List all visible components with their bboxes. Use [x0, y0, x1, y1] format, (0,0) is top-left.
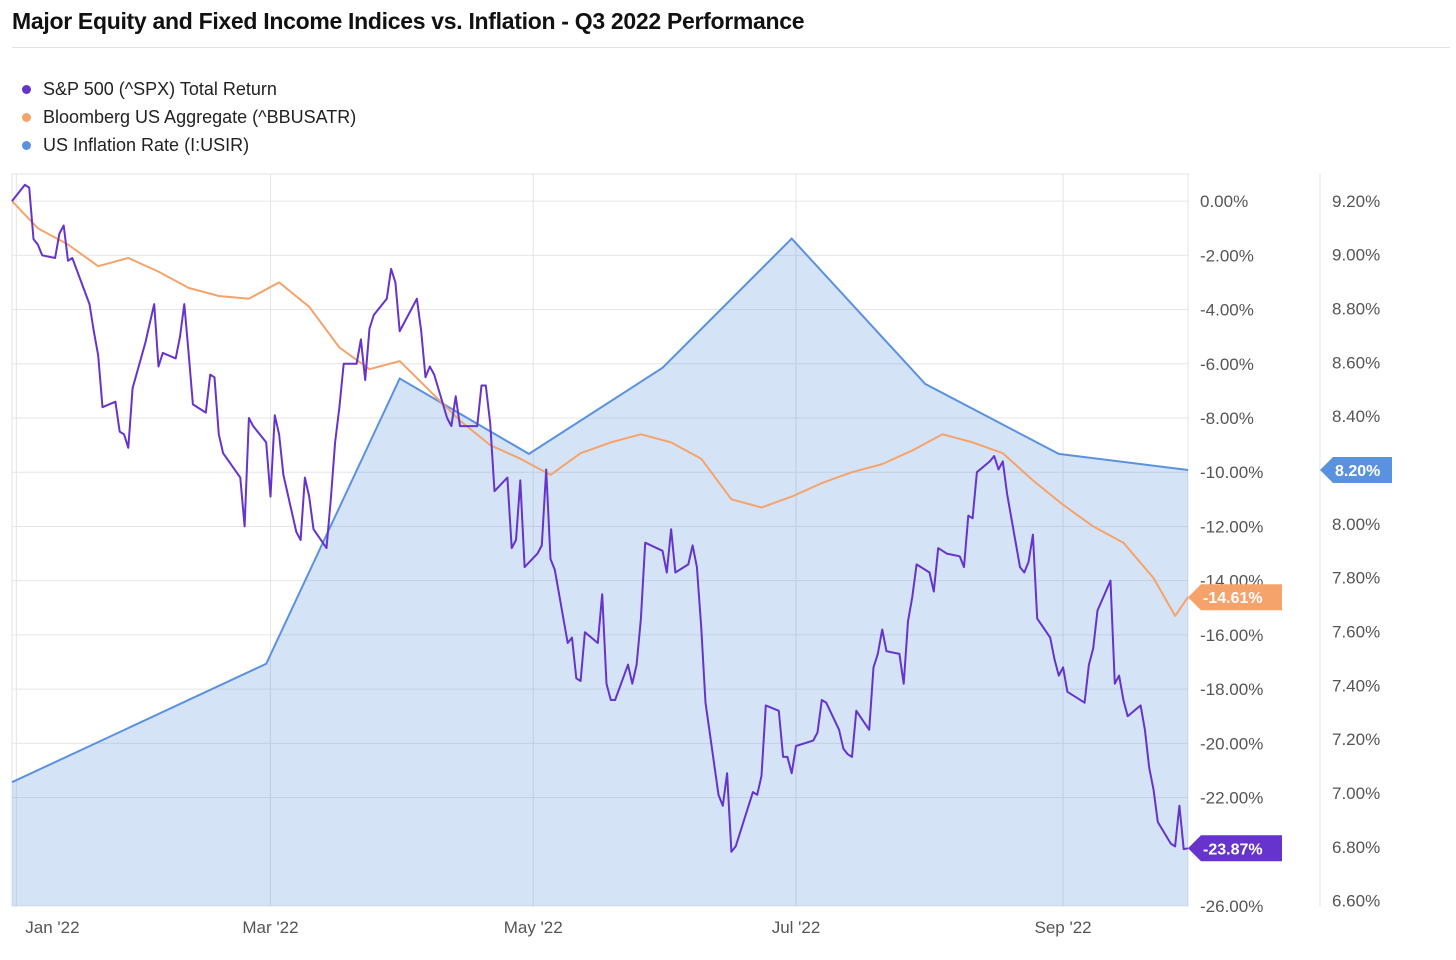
bbusatr-end-badge: -14.61% — [1188, 584, 1282, 611]
bbusatr-end-badge-text: -14.61% — [1203, 590, 1263, 607]
x-axis-tick-label: Mar '22 — [242, 918, 298, 937]
legend-item-usir[interactable]: US Inflation Rate (I:USIR) — [22, 131, 356, 159]
right-axis-tick-label: 7.00% — [1332, 784, 1380, 803]
legend-label-usir: US Inflation Rate (I:USIR) — [43, 134, 250, 155]
legend-dot-spx — [22, 84, 31, 94]
left-axis-tick-label: -26.00% — [1200, 897, 1263, 916]
right-axis-tick-label: 7.20% — [1332, 730, 1380, 749]
left-axis-tick-label: -22.00% — [1200, 789, 1263, 808]
legend-item-spx[interactable]: S&P 500 (^SPX) Total Return — [22, 75, 356, 103]
title-divider — [12, 47, 1450, 48]
spx-line — [11, 183, 1189, 853]
left-axis-tick-label: -6.00% — [1200, 355, 1254, 374]
spx-end-badge: -23.87% — [1188, 835, 1282, 862]
left-axis-tick-label: -18.00% — [1200, 680, 1263, 699]
right-axis-tick-label: 8.80% — [1332, 300, 1380, 319]
right-axis-tick-label: 6.60% — [1332, 892, 1380, 911]
inflation-area-fill — [12, 238, 1188, 907]
x-axis-tick-label: May '22 — [504, 918, 563, 937]
legend-label-bbusatr: Bloomberg US Aggregate (^BBUSATR) — [43, 106, 357, 127]
spx-end-badge-shape — [1188, 835, 1282, 862]
inflation-line — [11, 237, 1189, 784]
left-axis-tick-label: -12.00% — [1200, 517, 1263, 536]
usir-end-badge-text: 8.20% — [1335, 463, 1380, 480]
right-axis-tick-label: 6.80% — [1332, 838, 1380, 857]
left-axis-tick-label: 0.00% — [1200, 192, 1248, 211]
left-axis-tick-label: -20.00% — [1200, 734, 1263, 753]
legend-label-spx: S&P 500 (^SPX) Total Return — [43, 78, 277, 99]
right-axis-tick-label: 7.40% — [1332, 676, 1380, 695]
chart-title: Major Equity and Fixed Income Indices vs… — [12, 8, 805, 34]
left-axis-tick-label: -4.00% — [1200, 301, 1254, 320]
right-axis-tick-label: 9.00% — [1332, 246, 1380, 265]
right-axis-tick-label: 8.40% — [1332, 407, 1380, 426]
right-axis-tick-label: 9.20% — [1332, 192, 1380, 211]
bbusatr-line — [11, 200, 1189, 617]
legend-dot-usir — [22, 140, 31, 150]
x-axis-tick-label: Sep '22 — [1035, 918, 1092, 937]
right-axis-tick-label: 8.00% — [1332, 515, 1380, 534]
usir-end-badge-shape — [1320, 457, 1392, 484]
left-axis-tick-label: -10.00% — [1200, 463, 1263, 482]
left-axis-tick-label: -8.00% — [1200, 409, 1254, 428]
legend: S&P 500 (^SPX) Total Return Bloomberg US… — [22, 75, 356, 159]
left-axis-tick-label: -16.00% — [1200, 626, 1263, 645]
right-axis-tick-label: 7.60% — [1332, 623, 1380, 642]
legend-item-bbusatr[interactable]: Bloomberg US Aggregate (^BBUSATR) — [22, 103, 356, 131]
x-axis-tick-label: Jul '22 — [772, 918, 821, 937]
bbusatr-end-badge-shape — [1188, 584, 1282, 611]
left-axis-tick-label: -2.00% — [1200, 246, 1254, 265]
legend-dot-bbusatr — [22, 112, 31, 122]
x-axis-tick-label: Jan '22 — [25, 918, 79, 937]
spx-end-badge-text: -23.87% — [1203, 841, 1263, 858]
usir-end-badge: 8.20% — [1320, 457, 1392, 484]
right-axis-tick-label: 7.80% — [1332, 569, 1380, 588]
right-axis-tick-label: 8.60% — [1332, 353, 1380, 372]
